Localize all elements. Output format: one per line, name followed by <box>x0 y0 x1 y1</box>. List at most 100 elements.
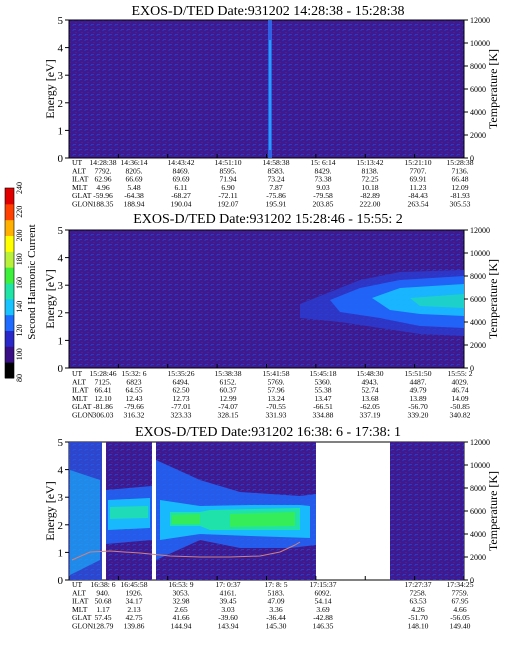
colorbar-tick-label: 160 <box>15 277 24 289</box>
y-tick-label: 4 <box>58 465 64 477</box>
ephemeris-value: 34.17 <box>125 597 142 606</box>
ephemeris-value: 13.89 <box>409 394 426 403</box>
y2-tick-label: 4000 <box>470 530 486 539</box>
ephemeris-value: 306.03 <box>93 411 114 420</box>
ephemeris-value: 49.79 <box>409 386 426 395</box>
ephemeris-value: 66.48 <box>451 175 468 184</box>
panel-2: EXOS-D/TED Date:931202 15:28:46 - 15:55:… <box>43 212 500 420</box>
ephemeris-value: 5183. <box>267 588 284 597</box>
ephemeris-value: 14.09 <box>451 394 468 403</box>
ephemeris-value: 195.91 <box>266 200 287 209</box>
ephemeris-value: 7.87 <box>269 183 282 192</box>
ephemeris-value: 6.90 <box>221 183 234 192</box>
y2-tick-label: 8000 <box>470 62 486 71</box>
colorbar-tick-label: 180 <box>15 253 24 265</box>
ephemeris-value: -64.38 <box>124 191 144 200</box>
y-tick-label: 2 <box>58 98 64 110</box>
ephemeris-value: -84.43 <box>408 191 428 200</box>
ephemeris-value: 3.69 <box>316 605 329 614</box>
y2-tick-label: 8000 <box>470 272 486 281</box>
ephemeris-value: 15:13:42 <box>356 158 383 167</box>
ephemeris-value: 64.55 <box>125 386 142 395</box>
ephemeris-value: 17: 8: 5 <box>264 580 287 589</box>
ephemeris-value: 15:41:58 <box>262 369 289 378</box>
ephemeris-value: 15:45:18 <box>309 369 336 378</box>
ephemeris-value: 71.94 <box>219 175 236 184</box>
ephemeris-value: -75.86 <box>266 191 286 200</box>
ephemeris-value: 148.10 <box>408 622 429 631</box>
y2-tick-label: 2000 <box>470 131 486 140</box>
ephemeris-value: -56.70 <box>408 402 428 411</box>
y-tick-label: 0 <box>58 153 64 165</box>
ephemeris-value: 8583. <box>267 166 284 175</box>
y-tick-label: 4 <box>58 43 64 55</box>
ephemeris-value: 4487. <box>409 377 426 386</box>
ephemeris-value: 7125. <box>94 377 111 386</box>
ephemeris-value: 60.37 <box>219 386 236 395</box>
y-tick-label: 3 <box>58 492 64 504</box>
ephemeris-row-label: MLT <box>72 394 88 403</box>
colorbar-tick-label: 200 <box>15 230 24 242</box>
ephemeris-value: 337.19 <box>360 411 381 420</box>
ephemeris-value: 55.38 <box>314 386 331 395</box>
panel-1: EXOS-D/TED Date:931202 14:28:38 - 15:28:… <box>43 4 500 209</box>
ephemeris-value: 328.15 <box>218 411 239 420</box>
ephemeris-row-label: ALT <box>72 588 86 597</box>
ephemeris-row-label: MLT <box>72 605 88 614</box>
ephemeris-value: 17:34:25 <box>446 580 473 589</box>
ephemeris-value: 4.96 <box>96 183 109 192</box>
y2-tick-label: 4000 <box>470 318 486 327</box>
y2-tick-label: 10000 <box>470 461 490 470</box>
panel-3-y2label: Temperature [K] <box>486 471 500 551</box>
panel-3-segment-d <box>390 442 464 580</box>
ephemeris-value: 7792. <box>94 166 111 175</box>
y-tick-label: 1 <box>58 335 64 347</box>
ephemeris-value: 7707. <box>409 166 426 175</box>
ephemeris-row-label: ALT <box>72 377 86 386</box>
colorbar-label: Second Harmonic Current <box>26 224 38 339</box>
ephemeris-value: 52.74 <box>361 386 378 395</box>
ephemeris-value: -51.70 <box>408 613 428 622</box>
colorbar-swatch <box>5 235 14 252</box>
y2-tick-label: 10000 <box>470 249 490 258</box>
ephemeris-value: 8138. <box>361 166 378 175</box>
ephemeris-value: 4161. <box>219 588 236 597</box>
ephemeris-value: 63.53 <box>409 597 426 606</box>
ephemeris-value: 5360. <box>314 377 331 386</box>
ephemeris-value: 46.74 <box>451 386 468 395</box>
ephemeris-value: 2.13 <box>127 605 140 614</box>
ephemeris-value: 47.09 <box>267 597 284 606</box>
ephemeris-value: 32.98 <box>172 597 189 606</box>
ephemeris-value: 42.75 <box>125 613 142 622</box>
ephemeris-value: -36.44 <box>266 613 286 622</box>
ephemeris-value: 14:36:14 <box>120 158 147 167</box>
ephemeris-value: 2.65 <box>174 605 187 614</box>
colorbar-tick-label: 240 <box>15 182 24 194</box>
y2-tick-label: 4000 <box>470 108 486 117</box>
ephemeris-value: 6.11 <box>174 183 187 192</box>
ephemeris-value: 139.86 <box>124 622 145 631</box>
ephemeris-value: 7759. <box>451 588 468 597</box>
ephemeris-value: 13.47 <box>314 394 331 403</box>
colorbar-swatch <box>5 362 14 379</box>
ephemeris-value: 12.09 <box>451 183 468 192</box>
panel-3-band <box>69 442 316 580</box>
ephemeris-value: 73.24 <box>267 175 284 184</box>
ephemeris-value: 15:55: 2 <box>447 369 472 378</box>
ephemeris-value: 62.96 <box>94 175 111 184</box>
ephemeris-value: 6092. <box>314 588 331 597</box>
ephemeris-value: 4029. <box>451 377 468 386</box>
ephemeris-value: 263.54 <box>408 200 429 209</box>
ephemeris-value: 15:32: 6 <box>121 369 146 378</box>
ephemeris-value: 15:35:26 <box>167 369 194 378</box>
ephemeris-value: 13.24 <box>267 394 284 403</box>
ephemeris-value: 15:51:50 <box>404 369 431 378</box>
ephemeris-value: 12.10 <box>94 394 111 403</box>
ephemeris-value: -81.86 <box>93 402 113 411</box>
colorbar-tick-label: 100 <box>15 348 24 360</box>
ephemeris-value: 12.43 <box>125 394 142 403</box>
ephemeris-row-label: UT <box>72 158 82 167</box>
panel-1-y2label: Temperature [K] <box>486 49 500 129</box>
ephemeris-value: 66.69 <box>125 175 142 184</box>
